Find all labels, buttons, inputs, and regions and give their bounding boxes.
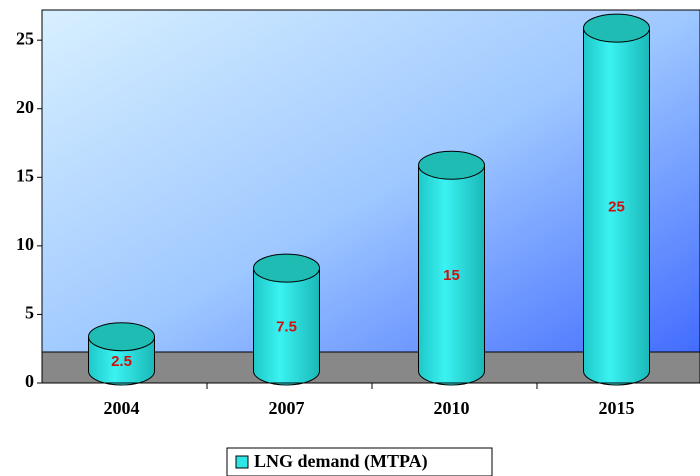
y-tick-label: 25 [16, 28, 34, 48]
bar [418, 150, 485, 386]
cylinder-body [253, 267, 320, 386]
bar [88, 322, 155, 386]
y-tick-label: 15 [16, 165, 34, 185]
cylinder-top [88, 322, 155, 352]
legend-label: LNG demand (MTPA) [254, 451, 428, 472]
y-tick-label: 20 [16, 97, 34, 117]
legend [226, 447, 493, 476]
y-tick-label: 10 [16, 234, 34, 254]
cylinder-top [418, 150, 485, 180]
cylinder-top [583, 13, 650, 43]
bar [253, 253, 320, 386]
data-label: 15 [443, 267, 460, 284]
x-tick-label: 2004 [104, 398, 140, 418]
data-label: 7.5 [276, 319, 297, 336]
x-tick-label: 2010 [434, 398, 470, 418]
y-tick-label: 5 [25, 303, 34, 323]
x-tick-label: 2015 [599, 398, 635, 418]
cylinder-body [418, 164, 485, 386]
cylinder-top [253, 253, 320, 283]
y-tick-label: 0 [25, 371, 34, 391]
legend-swatch [235, 455, 249, 469]
x-tick-label: 2007 [269, 398, 305, 418]
bar [583, 13, 650, 386]
data-label: 25 [608, 199, 625, 216]
cylinder-body [583, 27, 650, 386]
data-label: 2.5 [111, 353, 132, 370]
